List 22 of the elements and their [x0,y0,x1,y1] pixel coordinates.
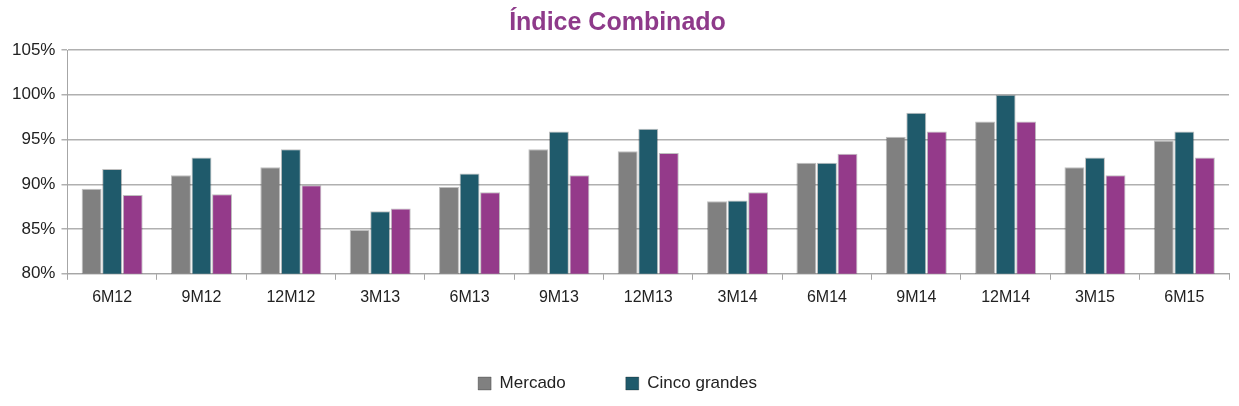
x-tick-label: 6M13 [449,287,490,305]
x-tick-label: 9M14 [896,287,937,305]
x-tick-label: 3M15 [1074,287,1116,305]
x-tick-label: 12M12 [266,287,316,305]
chart-title: Índice Combinado [509,6,726,35]
y-tick-label: 95% [21,129,56,149]
legend-label: Mercado [499,373,566,393]
y-tick-label: 105% [12,39,56,59]
y-tick-label: 90% [21,173,56,193]
x-tick-label: 6M12 [92,287,133,305]
legend-label: Cinco grandes [647,373,757,393]
x-tick-label: 9M13 [538,287,579,305]
y-tick-label: 80% [21,263,56,283]
x-tick-label: 3M13 [360,287,401,305]
x-tick-label: 12M13 [623,287,673,305]
x-tick-label: 3M14 [717,287,758,305]
x-tick-label: 6M14 [806,287,848,305]
x-tick-label: 9M12 [181,287,222,305]
y-tick-label: 100% [12,84,56,104]
y-tick-label: 85% [21,218,56,238]
x-tick-label: 6M15 [1164,287,1205,305]
x-tick-label: 12M14 [981,287,1031,305]
